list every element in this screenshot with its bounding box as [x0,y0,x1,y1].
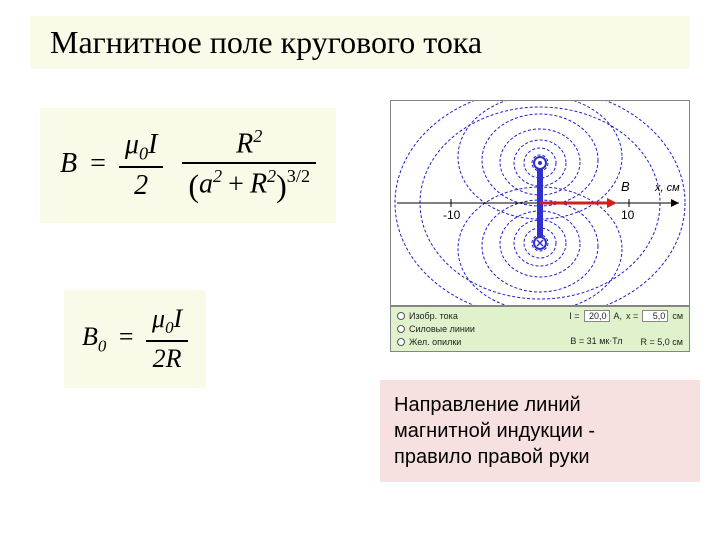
f1-frac1: μ0I 2 [119,127,163,205]
x-unit: см [672,311,683,321]
f1-a: a [199,169,213,200]
f2-lhssub: 0 [98,336,106,355]
f1-Rsq: 2 [253,126,262,146]
f1-lhs: B [60,148,77,179]
f1-two: 2 [119,168,163,204]
I-unit: А, [614,311,623,321]
paren-left: ( [188,168,199,204]
controls-row1: Изобр. тока I = 20,0 А, x = 5,0 см [397,310,683,322]
note-line2: магнитной индукции - [394,418,686,444]
paren-right: ) [276,168,287,204]
note-box: Направление линий магнитной индукции - п… [380,380,700,482]
f1-Rsq2: 2 [267,166,276,186]
formula-main: B = μ0I 2 R2 (a2+R2)3/2 [40,108,336,223]
label-lines: Силовые линии [409,324,475,334]
label-image: Изобр. тока [409,311,458,321]
f2-I: I [174,304,183,333]
radio-lines[interactable] [397,325,405,333]
f2-musub: 0 [165,318,173,337]
page-title: Магнитное поле кругового тока [30,16,690,69]
x-field[interactable]: 5,0 [642,310,668,322]
note-line1: Направление линий [394,392,686,418]
label-B: B [621,179,630,194]
f1-R2: R [250,169,267,200]
f1-exp: 3/2 [287,166,310,186]
controls-row3: Жел. опилки B = 31 мк⋅Тл R = 5,0 см [397,336,683,347]
conductor-top-dot [538,161,542,165]
B-readout: B = 31 мк⋅Тл [570,336,622,347]
f2-lhs: B [82,322,98,351]
f1-musub: 0 [139,143,148,163]
plus-sign: + [228,169,244,200]
f1-mu: μ [125,129,139,160]
controls-row2: Силовые линии [397,324,683,334]
radio-yellow[interactable] [397,338,405,346]
f2-two: 2 [153,344,166,373]
f1-asq: 2 [213,166,222,186]
label-x: x, см [654,182,680,194]
controls-panel: Изобр. тока I = 20,0 А, x = 5,0 см Силов… [390,306,690,352]
f1-R: R [236,128,253,159]
equals-sign: = [90,148,106,179]
I-field[interactable]: 20,0 [584,310,610,322]
field-diagram: -10 10 B x, см [390,100,690,306]
f2-R: R [166,344,182,373]
f2-mu: μ [152,304,165,333]
x-label: x = [626,311,638,321]
radio-image[interactable] [397,312,405,320]
formula-center: B0 = μ0I 2R [64,290,206,388]
I-label: I = [569,311,579,321]
label-right: 10 [621,208,635,222]
note-line3: правило правой руки [394,444,686,470]
f1-I: I [148,129,157,160]
label-left: -10 [443,208,461,222]
f2-frac: μ0I 2R [146,302,188,376]
title-text: Магнитное поле кругового тока [50,24,482,60]
diagram-svg: -10 10 B x, см [391,101,689,305]
R-readout: R = 5,0 см [641,337,683,347]
equals-sign-2: = [119,322,134,351]
f1-frac2: R2 (a2+R2)3/2 [182,124,316,207]
label-yellow: Жел. опилки [409,337,461,347]
